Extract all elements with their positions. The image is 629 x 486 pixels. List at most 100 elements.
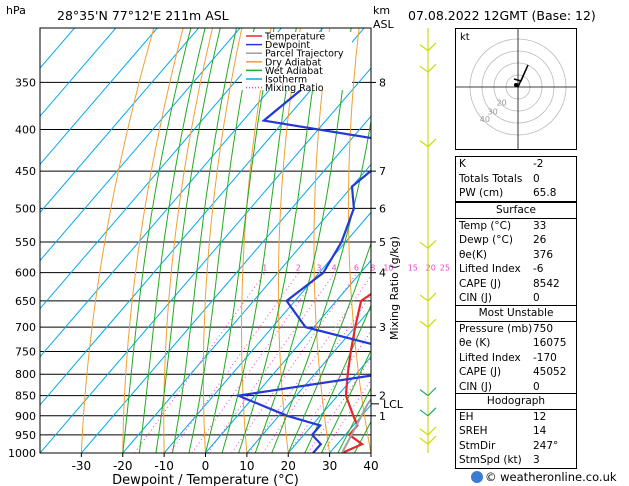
wet-adiabat-4 <box>221 28 297 453</box>
isotherm-10 <box>246 307 371 453</box>
asl-label: ASL <box>373 18 394 31</box>
storm-motion-marker <box>514 83 518 87</box>
index-row: PW (cm) 65.8 <box>456 186 576 201</box>
index-value: 16075 <box>533 337 567 349</box>
dry-adiabat-20 <box>277 28 301 453</box>
km-tick-label: 3 <box>379 321 386 334</box>
hodograph-trace <box>513 64 529 88</box>
pressure-tick-750: 750 <box>15 345 36 358</box>
index-label: CAPE (J) <box>459 277 502 290</box>
wind-barb <box>419 42 437 52</box>
x-tick-label: -30 <box>72 459 92 473</box>
wet-adiabat--20 <box>122 28 192 453</box>
mixing-ratio-label: 20 <box>426 264 436 273</box>
index-label: Lifted Index <box>459 263 521 275</box>
wet-adiabat--8 <box>171 28 238 453</box>
panel-title: Most Unstable <box>456 306 576 322</box>
index-label: CAPE (J) <box>459 366 502 378</box>
isotherm--50 <box>40 28 365 406</box>
index-label: PW (cm) <box>459 187 504 199</box>
pressure-tick-700: 700 <box>15 321 36 334</box>
mixing-ratio-2 <box>169 272 300 453</box>
most-unstable-panel: Most Unstable Pressure (mb) 750 θe (K) 16075… <box>455 305 577 395</box>
hodograph-ring-label: 40 <box>480 115 490 124</box>
isotherm--120 <box>40 28 76 69</box>
legend-item: Wet Adiabat <box>265 66 323 77</box>
legend-item: Parcel Trajectory <box>265 49 344 60</box>
pressure-tick-800: 800 <box>15 368 36 381</box>
isotherm--30 <box>80 115 371 453</box>
isotherm--100 <box>40 28 158 166</box>
index-row: Dewp (°C) 26 <box>456 233 576 248</box>
pressure-tick-900: 900 <box>15 410 36 423</box>
dry-adiabat-120 <box>590 0 629 453</box>
panel-title: Surface <box>456 203 576 219</box>
indices-panel: K -2 Totals Totals 0 PW (cm) 65.8 <box>455 156 577 202</box>
pressure-tick-600: 600 <box>15 267 36 280</box>
dry-adiabat-130 <box>618 0 629 453</box>
km-tick-label: 4 <box>379 267 386 280</box>
pressure-tick-450: 450 <box>15 165 36 178</box>
hodograph-panel: Hodograph EH 12 SREH 14 StmDir 247° StmSpd (kt)… <box>455 393 577 469</box>
isotherm--40 <box>40 67 371 453</box>
index-value: 14 <box>533 425 547 437</box>
dry-adiabat--10 <box>163 28 214 453</box>
index-label: Dewp (°C) <box>459 234 513 246</box>
lcl-label: LCL <box>383 398 404 411</box>
isotherm--90 <box>40 28 200 214</box>
index-label: θe(K) <box>459 248 487 261</box>
index-value: 33 <box>533 219 547 232</box>
surface-panel: Surface Temp (°C) 33 Dewp (°C) 26 θe(K) 376 Lif… <box>455 202 577 307</box>
wind-barb <box>419 407 437 417</box>
index-label: SREH <box>459 425 488 437</box>
x-tick-label: 20 <box>281 459 296 473</box>
wind-barb <box>419 138 437 148</box>
index-row: CIN (J) 0 <box>456 291 576 306</box>
index-label: EH <box>459 410 474 423</box>
index-label: Temp (°C) <box>459 219 512 232</box>
dry-adiabat--30 <box>80 28 155 453</box>
wet-adiabat-8 <box>238 28 323 453</box>
legend-item: Dewpoint <box>265 40 310 51</box>
isotherm-0 <box>205 259 371 453</box>
index-label: StmSpd (kt) <box>459 454 522 466</box>
index-row: CAPE (J) 8542 <box>456 277 576 292</box>
plot-area <box>40 0 629 453</box>
dry-adiabat-0 <box>202 28 243 453</box>
wet-adiabat-24 <box>304 304 371 453</box>
km-label: km <box>373 4 391 17</box>
wet-adiabat-32 <box>337 386 371 453</box>
pressure-tick-1000: 1000 <box>8 447 36 460</box>
index-label: θe (K) <box>459 337 491 349</box>
wet-adiabat-20 <box>287 241 371 453</box>
index-value: 0 <box>533 172 540 185</box>
km-tick-label: 8 <box>379 76 386 89</box>
mixing-ratio-label: 4 <box>332 264 337 273</box>
panel-title: Hodograph <box>456 394 576 410</box>
legend-item: Mixing Ratio <box>265 83 324 94</box>
index-value: -6 <box>533 263 544 275</box>
legend-item: Temperature <box>264 32 325 43</box>
index-row: CIN (J) 0 <box>456 380 576 395</box>
legend-background <box>242 32 352 90</box>
pressure-tick-500: 500 <box>15 202 36 215</box>
index-label: Lifted Index <box>459 351 521 364</box>
location-label: 28°35'N 77°12'E 211m ASL <box>57 8 229 23</box>
isotherm--10 <box>163 211 371 453</box>
index-row: Lifted Index -170 <box>456 351 576 366</box>
km-tick-label: 1 <box>379 410 386 423</box>
mixing-ratio-label: 25 <box>440 264 450 273</box>
x-tick-label: 40 <box>363 459 378 473</box>
pressure-tick-950: 950 <box>15 429 36 442</box>
series-dewpoint <box>234 60 371 453</box>
km-tick-label: 2 <box>379 390 386 403</box>
pressure-tick-650: 650 <box>15 295 36 308</box>
pressure-tick-850: 850 <box>15 390 36 403</box>
x-tick-label: 0 <box>202 459 210 473</box>
wet-adiabat--4 <box>188 28 255 453</box>
x-tick-label: 30 <box>322 459 337 473</box>
index-row: SREH 14 <box>456 424 576 439</box>
pressure-tick-400: 400 <box>15 124 36 137</box>
index-label: StmDir <box>459 439 496 452</box>
